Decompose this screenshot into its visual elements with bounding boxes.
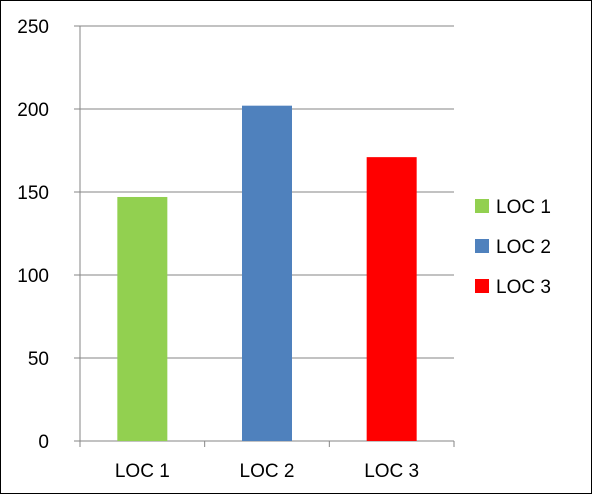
x-tick-label: LOC 2 (240, 461, 295, 482)
legend-swatch (475, 239, 489, 253)
bar-loc-3 (366, 157, 417, 441)
y-tick-label: 100 (17, 266, 49, 287)
legend-label: LOC 2 (496, 237, 551, 258)
y-tick-label: 250 (17, 17, 49, 38)
legend-swatch (475, 199, 489, 213)
legend-label: LOC 3 (496, 277, 551, 298)
y-tick-label: 150 (17, 183, 49, 204)
x-tick-label: LOC 1 (115, 461, 170, 482)
bars (117, 105, 417, 442)
legend-label: LOC 1 (496, 197, 551, 218)
bar-loc-1 (117, 196, 168, 441)
legend-swatch (475, 279, 489, 293)
x-tick-label: LOC 3 (364, 461, 419, 482)
y-tick-label: 200 (17, 100, 49, 121)
bar-loc-2 (242, 105, 292, 442)
y-tick-label: 0 (38, 432, 49, 453)
axes: 0 50 100 150 200 250 LOC 1 LOC 2 LOC 3 (17, 17, 455, 482)
legend: LOC 1 LOC 2 LOC 3 (475, 197, 551, 298)
y-tick-label: 50 (28, 349, 49, 370)
